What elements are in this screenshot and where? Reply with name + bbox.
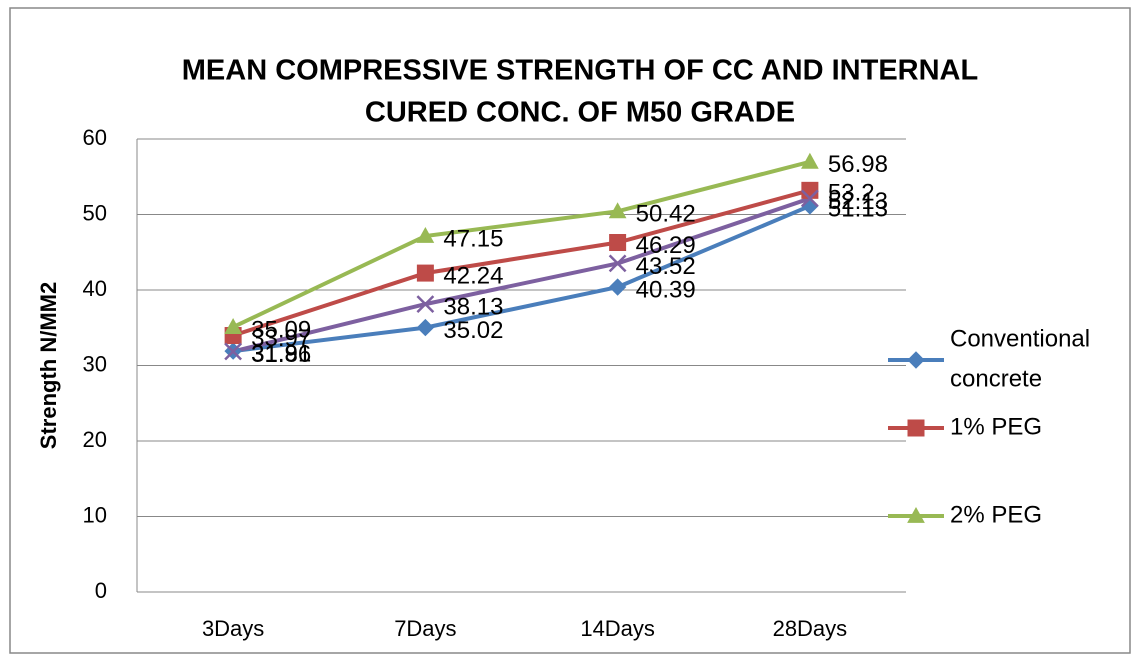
data-label: 47.15 — [443, 225, 503, 252]
marker — [416, 318, 435, 337]
series-line — [232, 188, 811, 338]
marker — [609, 234, 627, 252]
y-tick-label: 10 — [83, 502, 107, 527]
data-label: 35.09 — [251, 316, 311, 343]
data-label: 31.91 — [251, 340, 311, 367]
marker — [801, 152, 819, 169]
chart-border — [9, 7, 1131, 654]
data-label: 42.24 — [443, 262, 503, 289]
legend-label: 1% PEG — [950, 413, 1042, 440]
y-tick-label: 60 — [83, 125, 107, 150]
marker — [416, 295, 435, 314]
y-tick-label: 40 — [83, 276, 107, 301]
data-label: 38.13 — [443, 293, 503, 320]
series-line — [232, 159, 811, 329]
y-tick-label: 50 — [83, 200, 107, 225]
marker — [608, 278, 627, 296]
series-line — [232, 204, 811, 354]
data-label: 43.52 — [636, 253, 696, 280]
marker — [416, 226, 435, 243]
x-tick-label: 7Days — [394, 616, 456, 641]
y-tick-label: 0 — [95, 578, 107, 603]
data-label: 52.13 — [828, 188, 888, 215]
y-tick-label: 20 — [83, 427, 107, 452]
data-label: 56.98 — [828, 151, 888, 178]
marker — [608, 202, 627, 219]
legend-label: Conventional — [950, 325, 1090, 352]
marker — [907, 419, 925, 437]
marker — [224, 318, 242, 334]
marker — [907, 351, 925, 369]
marker — [800, 189, 819, 208]
chart-title: MEAN COMPRESSIVE STRENGTH OF CC AND INTE… — [182, 55, 978, 87]
marker — [907, 506, 925, 523]
series-line — [232, 196, 811, 354]
legend-label: concrete — [950, 365, 1042, 392]
legend-label: 2% PEG — [950, 501, 1042, 528]
data-label: 31.86 — [251, 341, 311, 368]
marker — [801, 181, 819, 199]
data-label: 51.13 — [828, 195, 888, 222]
data-label: 50.42 — [636, 201, 696, 228]
data-label: 35.02 — [443, 317, 503, 344]
x-tick-label: 28Days — [773, 616, 848, 641]
x-tick-label: 3Days — [202, 616, 264, 641]
marker — [416, 264, 434, 282]
y-tick-label: 30 — [83, 351, 107, 376]
x-tick-label: 14Days — [580, 616, 655, 641]
data-label: 33.97 — [251, 325, 311, 352]
y-axis-label: Strength N/MM2 — [36, 282, 61, 449]
chart-title: CURED CONC. OF M50 GRADE — [365, 97, 795, 129]
data-label: 40.39 — [636, 276, 696, 303]
data-label: 46.29 — [636, 232, 696, 259]
marker — [608, 254, 627, 273]
data-label: 53.2 — [828, 180, 875, 207]
marker — [224, 342, 243, 361]
